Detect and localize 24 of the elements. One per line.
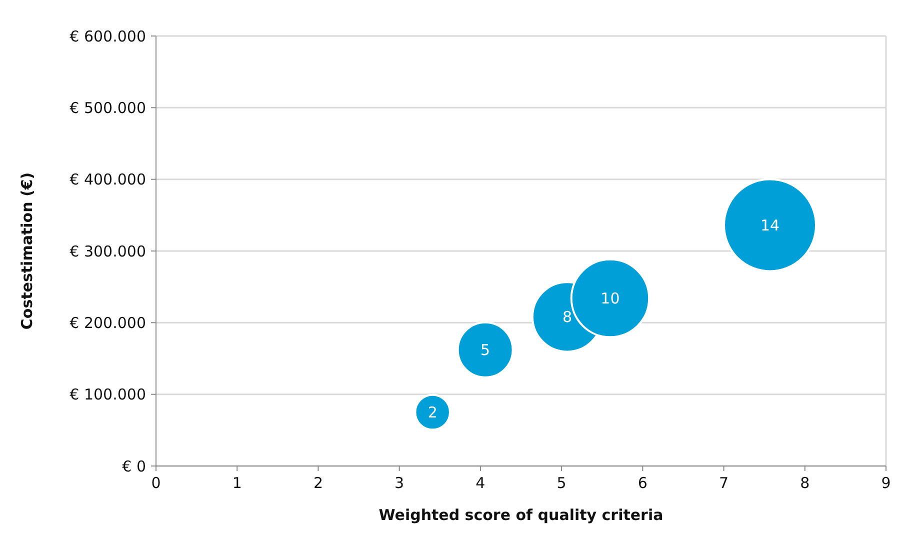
y-tick-label: € 300.000 [70, 242, 146, 260]
x-tick-label: 9 [881, 474, 891, 492]
x-tick-label: 4 [476, 474, 486, 492]
x-tick-label: 2 [313, 474, 323, 492]
x-tick-label: 1 [232, 474, 242, 492]
annotation: 8 [562, 308, 572, 326]
x-tick-label: 0 [151, 474, 161, 492]
x-tick-label: 6 [638, 474, 648, 492]
y-tick-label: € 400.000 [70, 170, 146, 189]
y-tick-label: € 500.000 [70, 98, 146, 117]
x-axis-title: Weighted score of quality criteria [378, 506, 664, 524]
x-tick-label: 5 [556, 474, 566, 492]
annotation: 2 [428, 404, 438, 422]
y-tick-label: € 600.000 [70, 27, 146, 46]
x-tick-label: 7 [719, 474, 729, 492]
x-tick-label: 3 [394, 474, 404, 492]
annotation: 5 [480, 341, 490, 360]
annotation: 10 [600, 290, 620, 308]
y-axis-title: Costestimation (€) [18, 172, 36, 330]
annotation: 14 [760, 216, 780, 234]
x-tick-label: 8 [800, 474, 810, 492]
y-tick-label: € 0 [122, 457, 146, 476]
y-tick-label: € 100.000 [70, 386, 146, 404]
y-tick-label: € 200.000 [70, 314, 146, 332]
